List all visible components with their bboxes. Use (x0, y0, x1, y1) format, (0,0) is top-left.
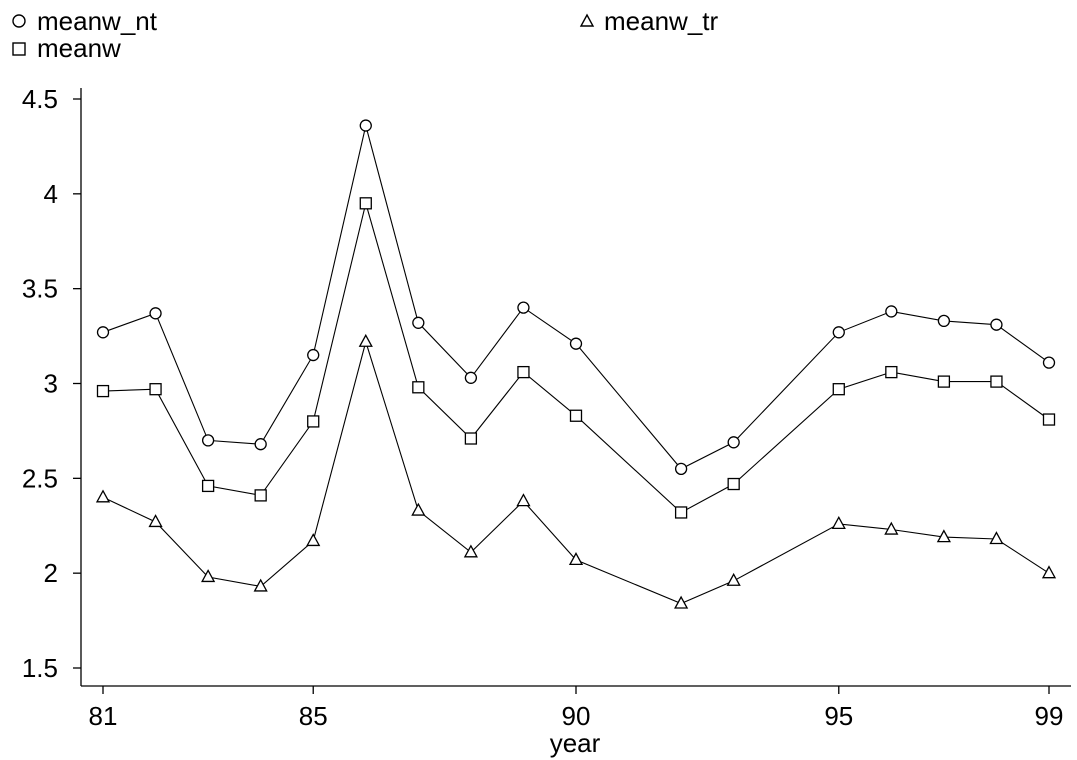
square-point (990, 375, 1003, 388)
triangle-point (306, 533, 321, 547)
legend-item-meanw-tr: meanw_tr (579, 6, 718, 36)
legend-item-meanw: meanw (12, 33, 121, 63)
y-tick-label: 4 (44, 179, 58, 209)
triangle-point (411, 502, 426, 516)
triangle-point (936, 529, 951, 543)
circle-point (1042, 356, 1056, 369)
square-point (885, 365, 898, 379)
circle-point (727, 436, 740, 449)
square-marker-icon (12, 42, 26, 56)
square-point (727, 477, 740, 491)
square-point (832, 383, 845, 396)
x-axis-title: year (550, 728, 601, 758)
circle-point (307, 348, 320, 362)
square-point (569, 409, 583, 422)
legend-label-meanw: meanw (37, 33, 121, 63)
triangle-point (884, 521, 899, 535)
square-point (674, 506, 688, 519)
triangle-point (253, 578, 268, 592)
square-point (149, 383, 162, 396)
y-tick-label: 2 (44, 558, 58, 588)
triangle-point (831, 515, 846, 530)
triangle-point (148, 514, 163, 528)
x-tick-label: 81 (89, 701, 118, 731)
y-tick-label: 4.5 (22, 84, 58, 114)
circle-point (885, 305, 898, 318)
square-point (937, 375, 951, 388)
y-axis-ticks: 1.5 2 2.5 3 3.5 4 4.5 (22, 84, 81, 683)
triangle-point (674, 595, 689, 609)
triangle-point (568, 552, 584, 566)
series-line (102, 201, 1050, 514)
square-point (517, 365, 530, 379)
circle-point (412, 316, 425, 329)
circle-point (201, 434, 215, 447)
y-tick-label: 3 (44, 369, 58, 399)
square-point (1042, 413, 1056, 426)
triangle-point (516, 493, 531, 507)
circle-point (569, 337, 583, 350)
square-point (412, 381, 425, 394)
y-tick-label: 3.5 (22, 274, 58, 304)
square-point (307, 415, 320, 428)
triangle-point (463, 544, 478, 558)
triangle-point (95, 489, 111, 503)
series-meanw (96, 197, 1056, 519)
y-tick-label: 1.5 (22, 653, 58, 683)
circle-point (937, 314, 951, 328)
triangle-point (358, 333, 373, 347)
triangle-marker-icon (579, 13, 595, 27)
square-point (464, 432, 478, 445)
circle-point (254, 438, 267, 451)
square-point (201, 479, 215, 493)
triangle-point (726, 572, 741, 586)
x-tick-label: 85 (299, 701, 328, 731)
circle-point (674, 462, 688, 476)
x-tick-label: 99 (1035, 701, 1064, 731)
circle-point (464, 371, 478, 384)
x-axis-ticks: 81 85 90 95 99 (89, 686, 1064, 731)
series-layer (95, 119, 1057, 609)
x-tick-label: 90 (562, 701, 591, 731)
circle-marker-icon (12, 14, 26, 28)
circle-point (149, 307, 162, 320)
legend: meanw_nt meanw_tr meanw (12, 6, 718, 63)
series-meanw-nt (96, 119, 1056, 476)
triangle-point (201, 569, 216, 583)
circle-point (832, 326, 845, 339)
square-point (359, 197, 372, 210)
circle-point (517, 301, 530, 314)
legend-label-meanw-nt: meanw_nt (37, 6, 158, 36)
triangle-point (989, 531, 1004, 545)
square-point (96, 384, 110, 398)
circle-point (359, 119, 372, 132)
square-point (254, 489, 267, 502)
legend-label-meanw-tr: meanw_tr (604, 6, 718, 36)
legend-item-meanw-nt: meanw_nt (12, 6, 158, 36)
circle-point (990, 318, 1003, 331)
circle-point (96, 326, 110, 339)
y-tick-label: 2.5 (22, 463, 58, 493)
series-meanw-tr (95, 333, 1057, 609)
triangle-point (1041, 565, 1057, 579)
x-tick-label: 95 (824, 701, 853, 731)
